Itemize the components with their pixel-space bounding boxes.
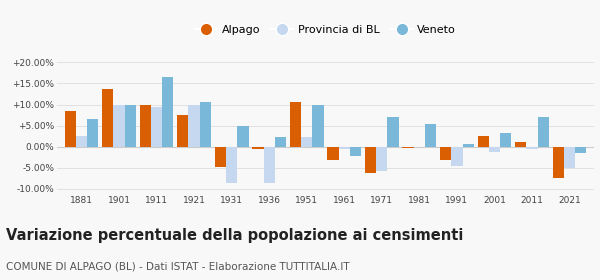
Bar	[328, 147, 338, 160]
Bar	[226, 147, 237, 183]
Bar	[188, 105, 200, 147]
Bar	[76, 136, 87, 147]
Bar	[290, 102, 301, 147]
Bar	[140, 104, 151, 147]
Bar	[515, 142, 526, 147]
Bar	[478, 136, 489, 147]
Bar	[65, 111, 76, 147]
Bar	[313, 104, 323, 147]
Bar	[451, 147, 463, 166]
Bar	[403, 147, 414, 148]
Bar	[263, 147, 275, 183]
Bar	[388, 117, 399, 147]
Bar	[237, 126, 248, 147]
Bar	[125, 104, 136, 147]
Bar	[301, 137, 313, 147]
Bar	[350, 147, 361, 156]
Legend: Alpago, Provincia di BL, Veneto: Alpago, Provincia di BL, Veneto	[190, 20, 461, 39]
Bar	[489, 147, 500, 152]
Bar	[338, 147, 350, 149]
Bar	[575, 147, 586, 153]
Bar	[376, 147, 388, 171]
Bar	[365, 147, 376, 173]
Bar	[564, 147, 575, 168]
Bar	[113, 104, 125, 147]
Bar	[177, 115, 188, 147]
Bar	[200, 102, 211, 147]
Bar	[87, 119, 98, 147]
Bar	[162, 77, 173, 147]
Bar	[440, 147, 451, 160]
Text: COMUNE DI ALPAGO (BL) - Dati ISTAT - Elaborazione TUTTITALIA.IT: COMUNE DI ALPAGO (BL) - Dati ISTAT - Ela…	[6, 262, 350, 272]
Bar	[425, 124, 436, 147]
Bar	[500, 133, 511, 147]
Bar	[538, 117, 549, 147]
Bar	[463, 144, 474, 147]
Bar	[102, 88, 113, 147]
Bar	[215, 147, 226, 167]
Text: Variazione percentuale della popolazione ai censimenti: Variazione percentuale della popolazione…	[6, 228, 463, 243]
Bar	[275, 137, 286, 147]
Bar	[526, 147, 538, 149]
Bar	[553, 147, 564, 178]
Bar	[151, 107, 162, 147]
Bar	[252, 147, 263, 149]
